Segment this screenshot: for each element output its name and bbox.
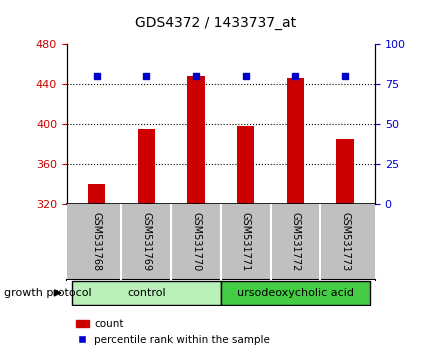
Bar: [72, 281, 221, 305]
Text: GDS4372 / 1433737_at: GDS4372 / 1433737_at: [135, 16, 295, 30]
Text: control: control: [127, 288, 165, 298]
Text: GSM531768: GSM531768: [92, 212, 101, 271]
Legend: count, percentile rank within the sample: count, percentile rank within the sample: [72, 315, 273, 349]
Bar: [137, 129, 155, 204]
Text: ursodeoxycholic acid: ursodeoxycholic acid: [237, 288, 353, 298]
Text: GSM531770: GSM531770: [190, 212, 200, 271]
Bar: [221, 281, 369, 305]
Text: GSM531769: GSM531769: [141, 212, 151, 271]
Bar: [237, 126, 254, 204]
Bar: [336, 139, 353, 204]
Text: GSM531773: GSM531773: [339, 212, 349, 271]
Bar: [187, 76, 204, 204]
Text: growth protocol: growth protocol: [4, 288, 92, 298]
Text: GSM531772: GSM531772: [290, 212, 300, 271]
Text: GSM531771: GSM531771: [240, 212, 250, 271]
Bar: [88, 184, 105, 204]
Bar: [286, 78, 304, 204]
